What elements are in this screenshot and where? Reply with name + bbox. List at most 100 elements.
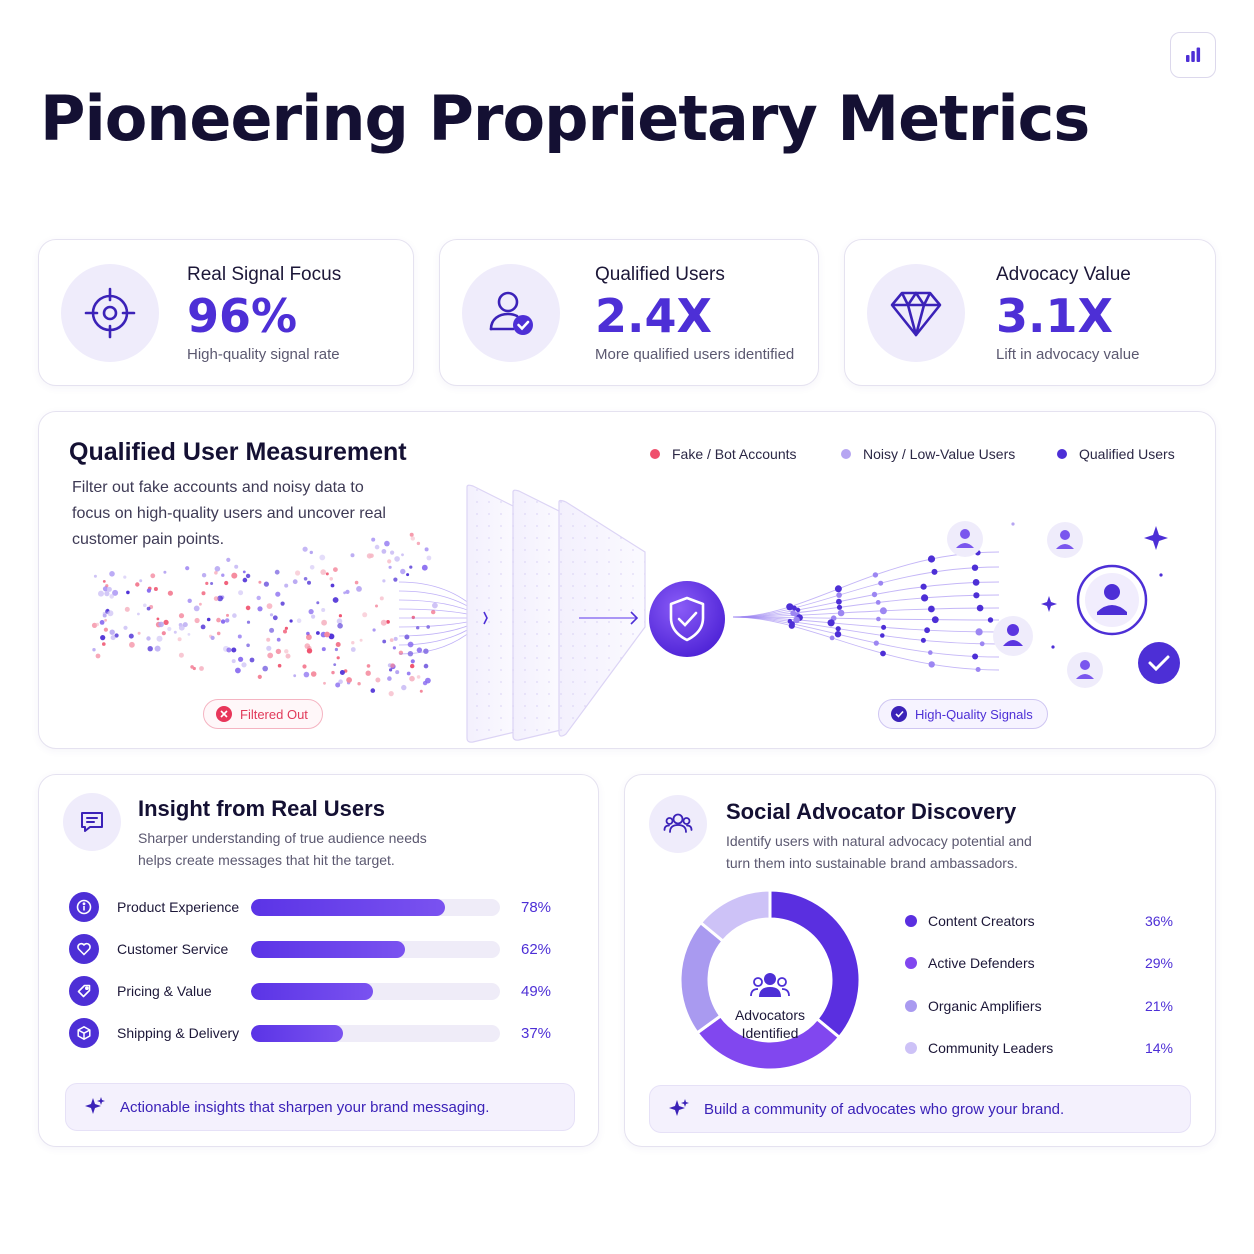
signal-dot [424, 547, 429, 552]
qualified-dot [972, 579, 980, 586]
qualified-dot [880, 650, 886, 657]
signal-dot [114, 633, 119, 638]
signal-dot [109, 594, 114, 599]
signal-dot [182, 622, 188, 628]
signal-dot [393, 636, 398, 641]
signal-dot [269, 613, 274, 617]
signal-dot [321, 647, 326, 652]
kpi-label: Real Signal Focus [187, 264, 342, 285]
donut-segment [678, 920, 726, 1035]
signal-dot [328, 633, 335, 640]
signal-dot [382, 579, 386, 583]
chart-toggle-button[interactable] [1170, 32, 1216, 78]
segment-label: Community Leaders [928, 1040, 1054, 1056]
signal-dot [190, 665, 194, 669]
signal-dot [158, 621, 164, 628]
signal-dot [401, 684, 407, 691]
signal-dot [338, 614, 342, 618]
signal-dot [154, 645, 161, 652]
signal-dot [256, 595, 261, 601]
bar-track [251, 898, 500, 916]
signal-dot [201, 591, 206, 596]
signal-dot [277, 663, 282, 668]
bar-label: Product Experience [117, 899, 240, 915]
segment-percentage: 14% [1144, 1040, 1173, 1056]
signal-dot [389, 668, 393, 672]
signal-dot [316, 601, 320, 605]
legend-dot [650, 449, 660, 459]
verified-check-icon [1138, 642, 1180, 684]
signal-dot [343, 591, 346, 595]
legend-dot [841, 449, 851, 459]
tag-icon [69, 976, 99, 1006]
insight-title: Insight from Real Users [138, 796, 385, 821]
signal-dot [309, 565, 315, 570]
close-icon [216, 706, 232, 722]
signal-dot [354, 580, 359, 585]
signal-dot [350, 553, 355, 558]
signal-dot [332, 597, 339, 603]
kpi-card-qualified-users: Qualified Users 2.4X More qualified user… [439, 239, 819, 386]
segment-dot [905, 1042, 917, 1054]
segment-dot [905, 1000, 917, 1012]
filtered-out-label: Filtered Out [240, 706, 308, 722]
signal-dot [237, 634, 242, 639]
signal-dot [100, 635, 106, 641]
signal-dot [395, 670, 400, 675]
signal-dot [178, 652, 184, 658]
signal-dot [267, 652, 274, 659]
signal-dot [411, 615, 415, 620]
signal-dot [135, 582, 140, 587]
page-title: Pioneering Proprietary Metrics [40, 82, 1090, 155]
qualified-dot [786, 603, 794, 611]
bar-track [251, 982, 500, 1000]
signal-dot [143, 603, 147, 608]
signal-line [732, 616, 1000, 658]
signal-dot [106, 608, 109, 612]
legend-dot [1057, 449, 1067, 459]
signal-dot [392, 646, 396, 650]
signal-dot [109, 629, 115, 635]
signal-dot [369, 553, 374, 558]
bar-percentage: 37% [521, 1024, 552, 1042]
signal-dot [416, 647, 423, 653]
signal-dot [346, 677, 352, 683]
signal-dot [284, 583, 289, 588]
diamond-icon [867, 264, 965, 362]
segment-dot [905, 957, 917, 969]
kpi-value: 3.1X [996, 289, 1113, 343]
signal-dot [409, 532, 414, 537]
signal-dot [214, 571, 218, 575]
signal-dot [104, 618, 107, 622]
qualified-dot [873, 640, 879, 646]
qualified-dot [837, 609, 845, 617]
signal-dot [362, 612, 368, 618]
donut-center-label: Advocators Identified [720, 970, 820, 1042]
signal-dot [293, 674, 297, 678]
signal-dot [266, 645, 272, 651]
signal-dot [213, 596, 219, 601]
signal-dot [356, 586, 362, 592]
info-icon [69, 892, 99, 922]
signal-dot [336, 656, 340, 660]
signal-dot [308, 609, 314, 615]
insight-banner: Actionable insights that sharpen your br… [65, 1083, 575, 1131]
qualified-dot [827, 619, 835, 627]
signal-dot [126, 590, 130, 595]
signal-dot [99, 620, 105, 625]
signal-dot [167, 590, 173, 596]
signal-dot [146, 588, 151, 593]
signal-dot [296, 618, 302, 623]
signal-dot [238, 590, 244, 596]
segment-row-community-leaders: Community Leaders 14% [905, 1038, 1173, 1058]
kpi-card-real-signal: Real Signal Focus 96% High-quality signa… [38, 239, 414, 386]
signal-dot [325, 572, 329, 576]
bar-row-product-experience: Product Experience 78% [69, 892, 569, 922]
sparkle-icon [669, 1099, 689, 1116]
segment-row-organic-amplifiers: Organic Amplifiers 21% [905, 996, 1173, 1016]
signal-dot [292, 579, 298, 585]
segment-percentage: 29% [1144, 955, 1173, 971]
signal-dot [284, 626, 288, 630]
insight-from-real-users-panel: Insight from Real Users Sharper understa… [38, 774, 599, 1147]
advocator-donut-chart [678, 888, 862, 1072]
